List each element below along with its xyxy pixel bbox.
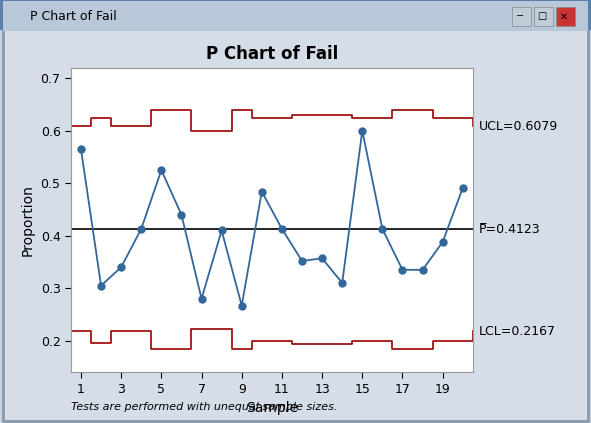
Text: ✕: ✕	[560, 11, 568, 22]
Title: P Chart of Fail: P Chart of Fail	[206, 45, 338, 63]
Text: Tests are performed with unequal sample sizes.: Tests are performed with unequal sample …	[71, 402, 337, 412]
X-axis label: Sample: Sample	[246, 401, 298, 415]
Y-axis label: Proportion: Proportion	[21, 184, 35, 256]
Text: −: −	[516, 11, 524, 22]
Text: P Chart of Fail: P Chart of Fail	[30, 10, 116, 23]
Text: P̅=0.4123: P̅=0.4123	[479, 223, 540, 236]
Text: □: □	[537, 11, 547, 22]
Text: UCL=0.6079: UCL=0.6079	[479, 120, 558, 133]
Text: LCL=0.2167: LCL=0.2167	[479, 325, 556, 338]
